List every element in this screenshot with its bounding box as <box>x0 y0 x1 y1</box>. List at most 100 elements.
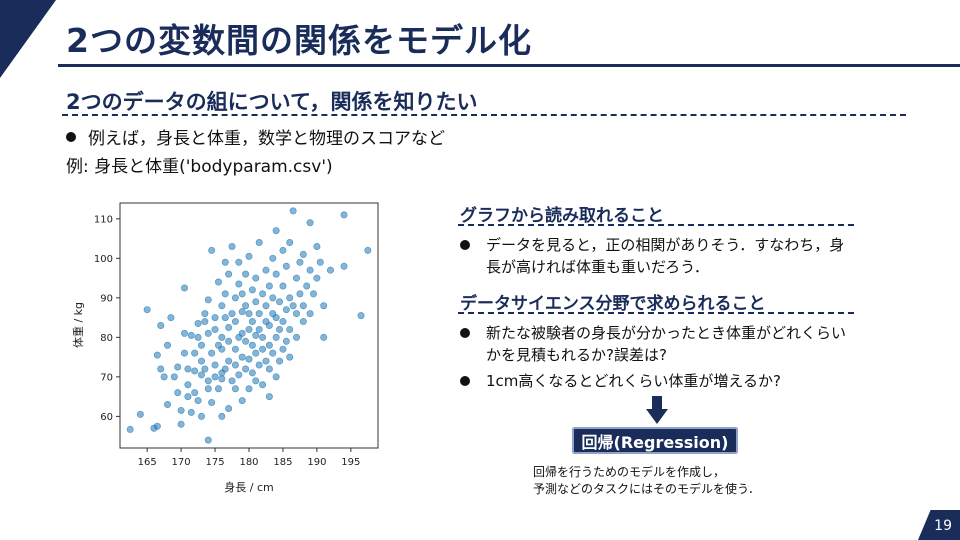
data-point <box>272 333 280 341</box>
data-point <box>279 345 287 353</box>
heading-readable: グラフから読み取れること <box>460 206 664 226</box>
data-point <box>191 349 199 357</box>
data-point <box>265 322 273 330</box>
data-point <box>184 381 192 389</box>
data-point <box>326 266 334 274</box>
subtitle-divider <box>62 114 906 116</box>
data-point <box>286 294 294 302</box>
data-point <box>194 320 202 328</box>
data-point <box>282 337 290 345</box>
data-point <box>177 406 185 414</box>
data-point <box>265 282 273 290</box>
data-point <box>228 377 236 385</box>
x-tick-label: 180 <box>239 457 258 468</box>
data-point <box>170 373 178 381</box>
data-point <box>255 239 263 247</box>
data-point <box>174 363 182 371</box>
data-point <box>245 310 253 318</box>
data-point <box>364 246 372 254</box>
data-point <box>211 361 219 369</box>
data-point <box>340 211 348 219</box>
title-divider <box>58 64 960 67</box>
data-point <box>269 294 277 302</box>
bullet-examples: 例えば，身長と体重，数学と物理のスコアなど <box>66 124 445 149</box>
data-point <box>272 270 280 278</box>
data-point <box>204 385 212 393</box>
data-point <box>282 262 290 270</box>
x-tick-label: 190 <box>307 457 326 468</box>
data-point <box>357 312 365 320</box>
data-point <box>184 393 192 401</box>
y-tick-label: 100 <box>94 254 113 265</box>
data-point <box>310 290 318 298</box>
data-point <box>214 278 222 286</box>
bullet-correlation: データを見ると，正の相関がありそう．すなわち，身長が高ければ体重も重いだろう． <box>460 234 856 278</box>
data-point <box>248 318 256 326</box>
data-point <box>296 258 304 266</box>
data-point <box>276 357 284 365</box>
data-point <box>225 404 233 412</box>
data-point <box>194 333 202 341</box>
data-point <box>313 274 321 282</box>
data-point <box>181 284 189 292</box>
x-tick-label: 170 <box>172 457 191 468</box>
bullet-dot-icon <box>66 131 76 142</box>
data-point <box>255 325 263 333</box>
note-line-2: 予測などのタスクにはそのモデルを使う． <box>533 482 761 496</box>
data-point <box>208 246 216 254</box>
data-point <box>211 325 219 333</box>
data-point <box>299 318 307 326</box>
data-point <box>289 302 297 310</box>
bullet-estimate: 新たな被験者の身長が分かったとき体重がどれくらいかを見積もれるか?誤差は? <box>460 322 856 366</box>
y-tick-label: 110 <box>94 214 113 225</box>
data-point <box>153 351 161 359</box>
data-point <box>191 367 199 375</box>
data-point <box>259 290 267 298</box>
heading-requirements-divider <box>458 312 854 314</box>
data-point <box>218 333 226 341</box>
data-point <box>201 365 209 373</box>
data-point <box>225 270 233 278</box>
down-arrow-icon <box>646 396 668 424</box>
data-point <box>157 365 165 373</box>
data-point <box>296 290 304 298</box>
data-point <box>167 314 175 322</box>
slide-subtitle: 2つのデータの組について，関係を知りたい <box>66 90 478 114</box>
data-point <box>174 389 182 397</box>
data-point <box>279 246 287 254</box>
data-point <box>259 333 267 341</box>
data-point <box>286 239 294 247</box>
data-point <box>252 274 260 282</box>
bullet-increase-text: 1cm高くなるとどれくらい体重が増えるか? <box>486 372 781 390</box>
data-point <box>177 420 185 428</box>
data-point <box>293 274 301 282</box>
data-point <box>272 227 280 235</box>
example-line: 例: 身長と体重('bodyparam.csv') <box>66 157 333 177</box>
data-point <box>208 399 216 407</box>
data-point <box>187 331 195 339</box>
data-point <box>259 381 267 389</box>
y-tick-label: 90 <box>100 293 113 304</box>
data-point <box>303 282 311 290</box>
data-point <box>299 302 307 310</box>
data-point <box>235 258 243 266</box>
data-point <box>282 306 290 314</box>
data-point <box>262 302 270 310</box>
data-point <box>279 318 287 326</box>
data-point <box>231 361 239 369</box>
data-point <box>276 298 284 306</box>
data-point <box>289 207 297 215</box>
note-line-1: 回帰を行うためのモデルを作成し， <box>533 465 726 479</box>
data-point <box>242 365 250 373</box>
data-point <box>221 365 229 373</box>
data-point <box>248 369 256 377</box>
corner-accent <box>0 0 56 78</box>
slide-title: 2つの変数間の関係をモデル化 <box>66 21 532 60</box>
data-point <box>269 254 277 262</box>
data-point <box>197 341 205 349</box>
data-point <box>245 385 253 393</box>
scatter-chart-svg: 165 170 175 180 185 190 195 60 70 80 90 100 110 身長 … <box>71 202 379 494</box>
data-point <box>225 357 233 365</box>
x-axis-label: 身長 / cm <box>224 480 273 494</box>
data-point <box>164 341 172 349</box>
